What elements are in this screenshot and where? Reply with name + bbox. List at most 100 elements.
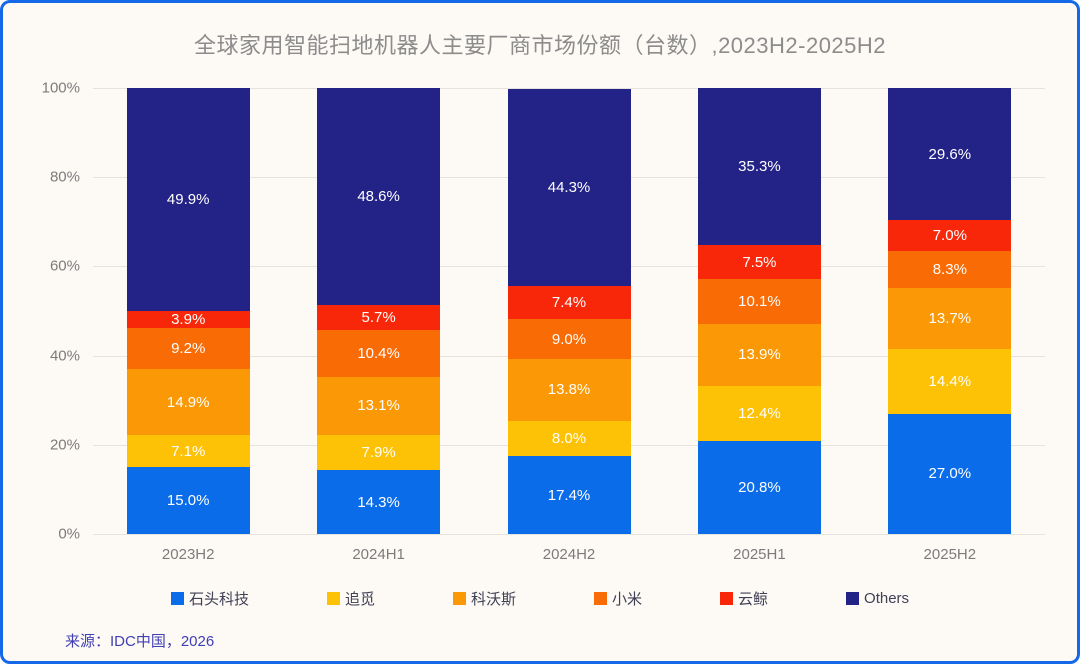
- bar-segment-narwal[interactable]: 7.0%: [888, 220, 1012, 252]
- stacked-bar-2023H2: 15.0% 7.1% 14.9% 9.2% 3.9% 49.9%: [126, 88, 250, 534]
- legend-swatch-dreame: [326, 592, 340, 605]
- bar-segment-label: 7.4%: [551, 294, 587, 312]
- bar-segment-label: 9.0%: [551, 330, 587, 348]
- bar-segment-others[interactable]: 49.9%: [126, 88, 250, 311]
- bar-segment-xiaomi[interactable]: 8.3%: [888, 251, 1012, 289]
- bar-segment-xiaomi[interactable]: 10.1%: [697, 278, 821, 324]
- bar-segment-label: 13.8%: [547, 381, 591, 399]
- legend-label: 小米: [612, 591, 643, 608]
- bar-segment-label: 8.3%: [932, 261, 967, 279]
- bar-segment-ecovacs[interactable]: 13.7%: [888, 288, 1012, 350]
- bar-segment-others[interactable]: 35.3%: [697, 88, 821, 246]
- gridline: [93, 534, 1045, 535]
- bar-segment-ecovacs[interactable]: 13.8%: [507, 359, 631, 421]
- bar-segment-label: 49.9%: [166, 190, 210, 208]
- bar-segment-label: 13.9%: [738, 346, 781, 364]
- bar-segment-ecovacs[interactable]: 13.1%: [317, 376, 441, 436]
- bar-segment-label: 35.3%: [738, 158, 781, 176]
- chart-title: 全球家用智能扫地机器人主要厂商市场份额（台数）,2023H2-2025H2: [193, 33, 887, 58]
- legend: 石头科技 追觅 科沃斯 小米 云鲸 Others: [3, 588, 1077, 609]
- legend-item-others[interactable]: Others: [846, 588, 909, 609]
- legend-item-roborock[interactable]: 石头科技: [170, 588, 249, 609]
- stacked-bar-2024H1: 14.3% 7.9% 13.1% 10.4% 5.7% 48.6%: [317, 88, 441, 534]
- bar-segment-label: 15.0%: [166, 492, 210, 510]
- y-tick-label: 0%: [58, 525, 80, 543]
- bar-segment-label: 17.4%: [547, 486, 591, 504]
- bar-segment-roborock[interactable]: 15.0%: [126, 467, 250, 534]
- bar-segment-label: 12.4%: [738, 405, 781, 423]
- bar-cell: 15.0% 7.1% 14.9% 9.2% 3.9% 49.9%: [93, 88, 283, 534]
- bar-segment-dreame[interactable]: 7.9%: [317, 435, 441, 471]
- x-category-label: 2025H1: [733, 546, 786, 563]
- bar-segment-label: 48.6%: [357, 187, 400, 205]
- bar-segment-xiaomi[interactable]: 9.2%: [126, 327, 250, 369]
- bar-segment-roborock[interactable]: 14.3%: [317, 470, 441, 534]
- y-tick-label: 80%: [49, 168, 80, 186]
- bar-segment-dreame[interactable]: 12.4%: [697, 385, 821, 442]
- bar-segment-roborock[interactable]: 27.0%: [888, 413, 1012, 534]
- bar-segment-others[interactable]: 48.6%: [317, 88, 441, 305]
- bar-segment-label: 13.7%: [928, 310, 972, 328]
- bar-segment-label: 7.5%: [742, 253, 777, 271]
- bar-segment-label: 10.1%: [738, 292, 781, 310]
- stacked-bar-2025H1: 20.8% 12.4% 13.9% 10.1% 7.5% 35.3%: [697, 88, 821, 534]
- bar-segment-label: 5.7%: [361, 309, 396, 326]
- bar-cell: 27.0% 14.4% 13.7% 8.3% 7.0% 29.6%: [855, 88, 1045, 534]
- bar-segment-narwal[interactable]: 7.5%: [697, 245, 821, 279]
- bar-cell: 17.4% 8.0% 13.8% 9.0% 7.4% 44.3%: [474, 88, 664, 534]
- bar-segment-roborock[interactable]: 17.4%: [507, 456, 631, 534]
- legend-swatch-roborock: [170, 592, 184, 605]
- stacked-bar-2025H2: 27.0% 14.4% 13.7% 8.3% 7.0% 29.6%: [888, 88, 1012, 534]
- bar-segment-label: 44.3%: [547, 178, 591, 196]
- legend-label: 科沃斯: [470, 591, 516, 608]
- legend-item-narwal[interactable]: 云鲸: [720, 588, 768, 609]
- bar-segment-dreame[interactable]: 7.1%: [126, 435, 250, 468]
- x-category-label: 2025H2: [923, 546, 977, 563]
- bar-segment-label: 7.0%: [932, 227, 967, 245]
- bar-segment-roborock[interactable]: 20.8%: [697, 441, 821, 534]
- legend-label: 石头科技: [188, 591, 249, 608]
- legend-label: 云鲸: [738, 591, 769, 608]
- y-tick-label: 60%: [49, 257, 80, 275]
- bar-segment-narwal[interactable]: 5.7%: [317, 304, 441, 331]
- legend-item-ecovacs[interactable]: 科沃斯: [452, 588, 516, 609]
- bar-segment-label: 14.3%: [357, 493, 400, 511]
- legend-item-dreame[interactable]: 追觅: [326, 588, 375, 609]
- x-category-label: 2023H2: [161, 546, 215, 563]
- y-tick-label: 100%: [41, 79, 80, 97]
- bar-segment-label: 14.9%: [166, 393, 210, 411]
- bar-segment-others[interactable]: 29.6%: [888, 88, 1012, 221]
- bar-cell: 14.3% 7.9% 13.1% 10.4% 5.7% 48.6%: [283, 88, 473, 534]
- bar-segment-label: 3.9%: [171, 310, 206, 328]
- legend-label: Others: [864, 590, 910, 607]
- bar-segment-label: 10.4%: [357, 344, 400, 362]
- bar-segment-label: 7.9%: [361, 444, 396, 462]
- bar-segment-narwal[interactable]: 7.4%: [507, 286, 631, 320]
- legend-label: 追觅: [344, 591, 375, 608]
- legend-swatch-others: [846, 592, 860, 605]
- y-tick-label: 40%: [49, 347, 80, 365]
- bar-segment-xiaomi[interactable]: 10.4%: [317, 330, 441, 377]
- bar-segment-label: 20.8%: [738, 479, 781, 497]
- bar-segment-ecovacs[interactable]: 13.9%: [697, 323, 821, 386]
- bar-cell: 20.8% 12.4% 13.9% 10.1% 7.5% 35.3%: [664, 88, 854, 534]
- bar-segment-label: 7.1%: [171, 442, 206, 460]
- bar-segment-others[interactable]: 44.3%: [507, 88, 631, 287]
- bar-segment-label: 29.6%: [928, 145, 972, 163]
- bar-segment-label: 8.0%: [551, 430, 587, 448]
- stacked-bar-2024H2: 17.4% 8.0% 13.8% 9.0% 7.4% 44.3%: [507, 88, 631, 534]
- bar-segment-dreame[interactable]: 14.4%: [888, 349, 1012, 414]
- bar-segment-narwal[interactable]: 3.9%: [126, 310, 250, 328]
- bar-segment-label: 27.0%: [928, 465, 972, 483]
- bar-segment-label: 14.4%: [928, 372, 972, 390]
- legend-item-xiaomi[interactable]: 小米: [594, 588, 642, 609]
- bar-segment-label: 13.1%: [357, 397, 400, 415]
- plot-area: 15.0% 7.1% 14.9% 9.2% 3.9% 49.9% 14.3% 7.9% 13.1…: [42, 80, 1045, 543]
- bar-segment-ecovacs[interactable]: 14.9%: [126, 369, 250, 436]
- bar-segment-xiaomi[interactable]: 9.0%: [507, 319, 631, 360]
- legend-swatch-narwal: [720, 592, 734, 605]
- x-axis: 2023H2 2024H1 2024H2 2025H1 2025H2: [93, 546, 1045, 563]
- bar-segment-dreame[interactable]: 8.0%: [507, 420, 631, 457]
- bars-container: 15.0% 7.1% 14.9% 9.2% 3.9% 49.9% 14.3% 7.9% 13.1…: [93, 88, 1045, 534]
